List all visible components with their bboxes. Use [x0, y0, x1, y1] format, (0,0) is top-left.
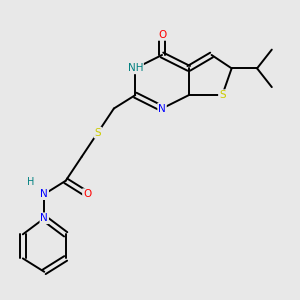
Text: O: O — [158, 30, 166, 40]
Text: N: N — [158, 103, 166, 113]
Text: O: O — [83, 189, 91, 199]
Text: S: S — [94, 128, 101, 138]
Text: N: N — [40, 189, 48, 199]
Text: N: N — [40, 213, 48, 223]
Text: H: H — [27, 177, 34, 187]
Text: S: S — [219, 90, 226, 100]
Text: NH: NH — [128, 63, 143, 74]
